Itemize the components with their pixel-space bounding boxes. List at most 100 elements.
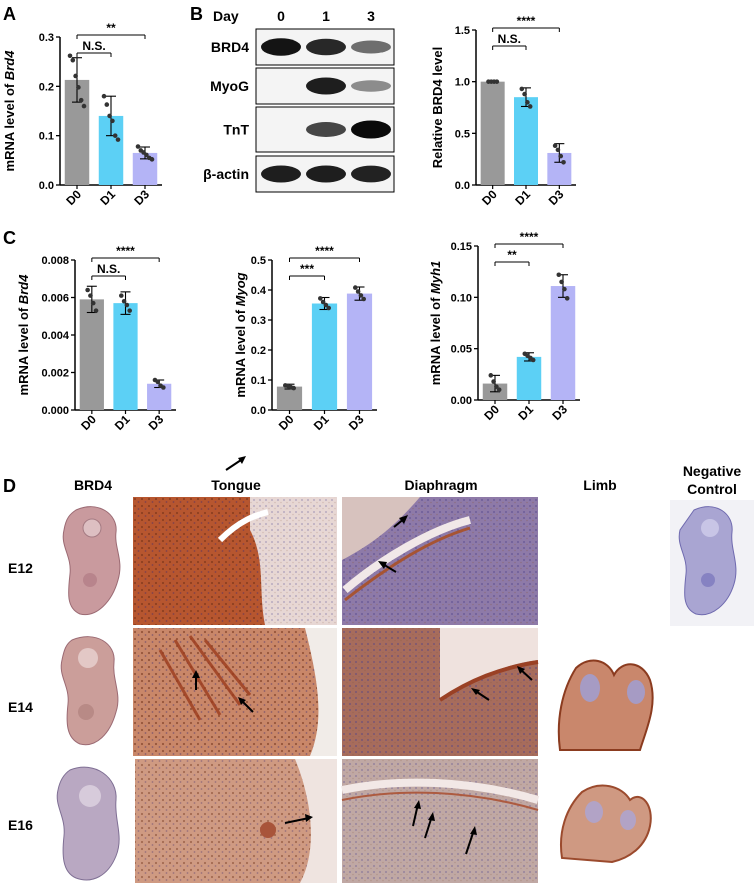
blot-row-label: MyoG [210,78,249,94]
data-point [107,113,112,119]
x-tick-label: D0 [63,187,84,208]
data-point [559,279,564,285]
y-tick-label: 0.05 [451,344,472,356]
data-point [90,300,96,306]
blot-row-label: β-actin [203,166,249,182]
y-tick-label: 0.004 [41,330,69,342]
bar-d1 [113,303,138,410]
data-point [494,384,499,389]
histology-e14-tongue [133,628,337,756]
histology-row-e12: E12 [8,560,33,576]
blot-band [306,38,346,56]
histology-col-limb: Limb [583,477,616,493]
histology-e14-whole-embryo [50,628,133,756]
x-tick-label: D3 [346,412,367,433]
data-point [555,147,561,153]
y-tick-label: 0.1 [251,375,266,387]
blot-band [306,77,346,95]
data-point [124,302,130,308]
histology-negative-label-1: Negative [683,463,742,479]
panel-letter-d: D [3,476,16,496]
y-tick-label: 0.3 [251,315,266,327]
x-tick-label: D1 [112,412,133,433]
panel-letter-b: B [190,4,203,24]
significance-label: *** [300,262,314,276]
chart-c-brd4-mrna: 0.000 0.002 0.004 0.006 0.008 mRNA level of B… [16,244,176,433]
data-point [76,85,81,90]
x-tick-label: D1 [311,412,332,433]
data-point [519,86,525,92]
significance-label: **** [315,244,334,258]
data-point [358,293,364,298]
blot-band [306,122,346,137]
significance-label: ** [507,248,517,262]
data-point [73,73,78,79]
blot-row-label: BRD4 [211,39,249,55]
blot-lane-label-0: 0 [277,8,285,24]
data-point [353,285,358,290]
bar-d1 [514,97,538,185]
histology-e16-diaphragm [341,759,540,883]
y-tick-label: 0.4 [251,285,267,297]
y-tick-label: 0.002 [41,368,69,380]
panel-letter-c: C [3,228,16,248]
histology-e14-limb [553,655,657,753]
y-tick-label: 0.5 [251,255,266,267]
histology-row-e14: E14 [8,699,33,715]
x-tick-label: D1 [512,187,533,208]
y-axis-label: mRNA level of Brd4 [16,274,31,396]
histology-col-brd4: BRD4 [74,477,112,493]
x-tick-label: D3 [546,187,567,208]
bar-d1 [516,356,542,400]
data-point [161,385,166,390]
significance-label: **** [517,14,536,28]
data-point [149,157,155,162]
histology-negative-label-2: Control [687,481,737,497]
y-tick-label: 0.006 [41,293,69,305]
histology-row-e16: E16 [8,817,33,833]
y-axis-label: mRNA level of Myh1 [428,261,443,386]
bar-d0 [480,81,505,185]
x-tick-label: D3 [131,187,152,208]
blot-band [351,80,391,92]
data-point [326,305,332,311]
x-tick-label: D1 [515,402,536,423]
western-blot: Day 0 1 3 BRD4 MyoG TnT β-actin [203,8,395,193]
data-point [81,103,87,109]
blot-lane-label-1: 1 [322,8,330,24]
data-point [361,296,367,302]
blot-band [351,165,391,183]
data-point [355,289,361,294]
y-tick-label: 1.0 [455,77,470,89]
histology-e16-limb [555,762,657,866]
histology-col-tongue: Tongue [211,477,261,493]
blot-band [261,38,301,56]
chart-c-myh1-mrna: 0.00 0.05 0.10 0.15 mRNA level of Myh1 D0 D1 D3… [428,230,580,423]
x-tick-label: D0 [78,412,99,433]
x-tick-label: D0 [479,187,500,208]
data-point [110,118,115,124]
blot-band [261,165,301,183]
data-point [556,272,562,278]
blot-row-label: TnT [223,122,249,138]
y-tick-label: 0.5 [455,128,470,140]
x-tick-label: D3 [549,402,570,423]
data-point [112,133,118,138]
data-point [115,137,121,142]
data-point [491,379,496,384]
y-tick-label: 0.2 [251,345,266,357]
significance-label: ** [106,21,116,35]
y-tick-label: 0.10 [451,292,472,304]
blot-band [306,165,346,183]
data-point [104,102,110,107]
y-tick-label: 0.0 [39,180,54,192]
bar-d1 [311,303,338,410]
significance-label: N.S. [498,32,521,46]
y-tick-label: 0.0 [251,405,266,417]
data-point [527,104,533,109]
data-point [119,293,124,298]
significance-label: **** [520,230,539,244]
data-point [488,373,494,378]
data-point [494,79,500,84]
